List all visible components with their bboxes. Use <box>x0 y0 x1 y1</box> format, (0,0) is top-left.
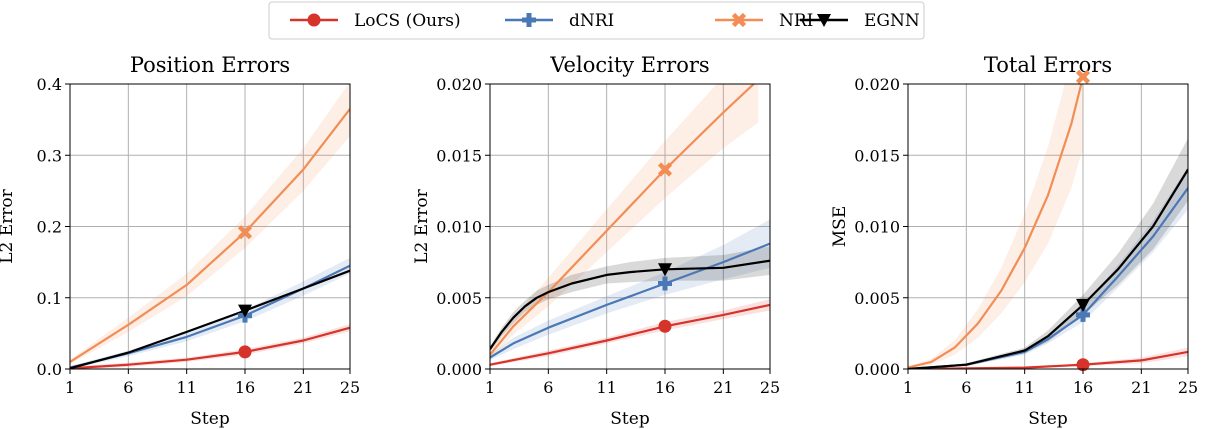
x-axis-label: Step <box>190 409 230 429</box>
marker-nri-stroke-b <box>1075 69 1091 84</box>
marker-egnn <box>1076 298 1090 312</box>
panel-total-errors: Total Errors Step MSE 1 6 11 16 21 250.0000.0… <box>830 53 1198 429</box>
marker-nri <box>657 162 673 177</box>
y-tick-label: 0.0 <box>37 360 62 379</box>
series-line-locs-ours <box>70 326 350 369</box>
y-tick-label: 0.010 <box>436 218 482 237</box>
marker-egnn <box>238 304 252 318</box>
legend-marker-nri-stroke-b <box>731 12 747 28</box>
y-tick-label: 0.015 <box>854 146 900 165</box>
series-line-egnn <box>490 259 770 350</box>
x-tick-label: 6 <box>123 378 133 397</box>
y-axis-label: MSE <box>830 206 850 247</box>
legend-entry-egnn: EGNN <box>800 11 920 31</box>
series-line-locs-ours <box>490 303 770 366</box>
legend-label-egnn: EGNN <box>864 11 920 31</box>
x-axis-label: Step <box>1028 409 1068 429</box>
band-dnri <box>908 166 1188 369</box>
panel-title: Velocity Errors <box>549 53 709 77</box>
marker-egnn <box>658 263 672 277</box>
marker-nri <box>1075 69 1091 84</box>
y-tick-label: 0.2 <box>37 218 62 237</box>
plot-area <box>490 84 770 367</box>
x-tick-label: 11 <box>176 378 196 397</box>
x-tick-label: 21 <box>713 378 733 397</box>
panel-title: Total Errors <box>984 53 1112 77</box>
panel-position-errors: Position Errors Step L2 Error 1 6 11 16 21 25… <box>0 53 360 429</box>
series-line-locs-ours <box>908 350 1188 369</box>
series-line-egnn <box>70 269 350 369</box>
x-tick-label: 16 <box>655 378 675 397</box>
plot-area <box>70 84 350 369</box>
series-line-dnri <box>490 242 770 359</box>
legend-marker-egnn <box>817 14 831 27</box>
band-dnri <box>490 219 770 361</box>
legend-marker-dnri <box>522 13 536 27</box>
y-axis-label: L2 Error <box>412 188 432 263</box>
marker-locs-ours <box>658 319 672 333</box>
x-tick-label: 1 <box>903 378 913 397</box>
marker-nri <box>237 225 253 240</box>
x-tick-label: 1 <box>485 378 495 397</box>
legend-entry-locs: LoCS (Ours) <box>290 11 461 31</box>
y-tick-label: 0.005 <box>854 289 900 308</box>
band-nri <box>908 84 1083 369</box>
y-tick-label: 0.005 <box>436 289 482 308</box>
legend-marker-locs-ours <box>307 13 321 27</box>
band-nri <box>70 84 350 364</box>
plot-area <box>908 84 1188 369</box>
y-tick-label: 0.4 <box>37 75 62 94</box>
y-tick-label: 0.1 <box>37 289 62 308</box>
x-tick-label: 11 <box>1014 378 1034 397</box>
y-tick-label: 0.3 <box>37 146 62 165</box>
x-tick-label: 11 <box>596 378 616 397</box>
marker-dnri <box>658 276 672 291</box>
y-tick-label: 0.020 <box>436 75 482 94</box>
x-tick-label: 21 <box>293 378 313 397</box>
legend-marker-nri <box>731 12 747 28</box>
x-axis-label: Step <box>610 409 650 429</box>
x-tick-label: 25 <box>340 378 360 397</box>
band-nri <box>490 84 759 359</box>
band-locs-ours <box>490 299 770 367</box>
series-line-nri <box>490 84 756 356</box>
y-tick-label: 0.000 <box>436 360 482 379</box>
x-tick-label: 6 <box>543 378 553 397</box>
legend-entry-nri: NRI <box>715 11 813 31</box>
legend-frame <box>268 1 925 40</box>
legend-label-locs: LoCS (Ours) <box>354 11 461 31</box>
legend-label-nri: NRI <box>779 11 813 31</box>
x-tick-label: 1 <box>65 378 75 397</box>
series-line-nri <box>908 84 1083 369</box>
x-tick-label: 25 <box>1178 378 1198 397</box>
y-tick-label: 0.015 <box>436 146 482 165</box>
x-tick-label: 21 <box>1131 378 1151 397</box>
series-line-nri <box>70 108 350 363</box>
x-tick-label: 6 <box>961 378 971 397</box>
y-tick-label: 0.000 <box>854 360 900 379</box>
band-locs-ours <box>908 347 1188 369</box>
x-tick-label: 25 <box>760 378 780 397</box>
x-tick-label: 16 <box>1073 378 1093 397</box>
y-tick-label: 0.010 <box>854 218 900 237</box>
y-axis-label: L2 Error <box>0 188 17 263</box>
marker-locs-ours <box>238 345 252 359</box>
y-tick-label: 0.020 <box>854 75 900 94</box>
marker-locs-ours <box>1076 358 1090 372</box>
legend-entry-dnri: dNRI <box>505 11 614 31</box>
series-line-egnn <box>908 168 1188 369</box>
marker-nri-stroke-b <box>657 162 673 177</box>
x-tick-label: 16 <box>235 378 255 397</box>
panel-title: Position Errors <box>130 53 290 77</box>
marker-dnri <box>1076 307 1090 322</box>
legend: LoCS (Ours) dNRI NRI EGNN <box>268 1 925 40</box>
band-egnn <box>490 246 770 352</box>
panel-velocity-errors: Velocity Errors Step L2 Error 1 6 11 16 21 25… <box>412 53 780 429</box>
legend-label-dnri: dNRI <box>569 11 614 31</box>
marker-nri-stroke-b <box>237 225 253 240</box>
